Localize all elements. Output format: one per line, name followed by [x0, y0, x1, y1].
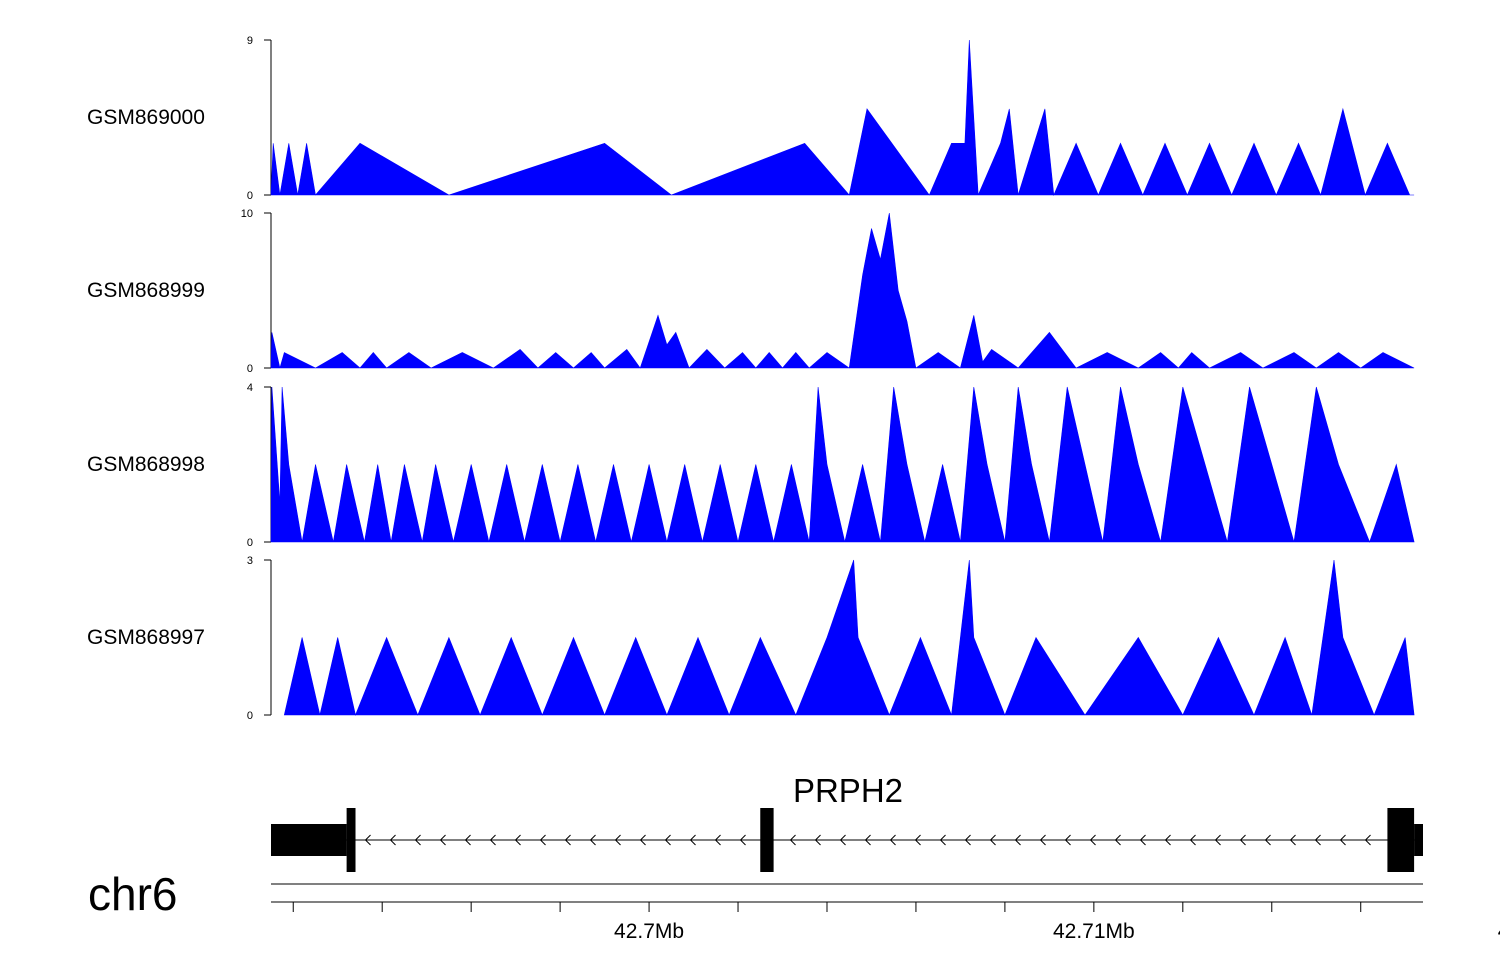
strand-chevron	[389, 834, 396, 846]
strand-chevron	[1164, 834, 1171, 846]
strand-chevron	[1239, 834, 1246, 846]
strand-chevron	[614, 834, 621, 846]
axis-tick-label: 42.7Mb	[614, 920, 684, 943]
y-tick-label: 0	[247, 710, 253, 722]
coverage-area	[283, 559, 1415, 717]
track-label: GSM868998	[87, 453, 205, 476]
strand-chevron	[464, 834, 471, 846]
gene-name-label: PRPH2	[793, 772, 903, 809]
strand-chevron	[514, 834, 521, 846]
strand-chevron	[564, 834, 571, 846]
strand-chevron	[1314, 834, 1321, 846]
exon-utr	[1414, 824, 1423, 856]
strand-chevron	[1064, 834, 1071, 846]
strand-chevron	[964, 834, 971, 846]
strand-chevron	[839, 834, 846, 846]
exon-utr	[271, 824, 347, 856]
strand-chevron	[414, 834, 421, 846]
genome-axis: chr6 42.7Mb 42.71Mb 42.72Mb	[88, 868, 1500, 943]
track-gsm868997: GSM868997 3 0	[87, 555, 1415, 722]
y-tick-label: 10	[241, 208, 253, 220]
strand-chevron	[364, 834, 371, 846]
strand-chevron	[789, 834, 796, 846]
coverage-tracks: GSM86900090GSM868999100GSM86899840GSM868…	[87, 35, 1415, 722]
strand-chevron	[1114, 834, 1121, 846]
y-tick-label: 9	[247, 35, 253, 47]
strand-chevron	[689, 834, 696, 846]
chromosome-label: chr6	[88, 868, 177, 920]
y-tick-label: 4	[247, 382, 253, 394]
y-tick-label: 0	[247, 190, 253, 202]
track-gsm868998: GSM868998 4 0	[87, 382, 1415, 549]
coverage-area	[270, 386, 1415, 543]
strand-chevron	[814, 834, 821, 846]
coverage-area	[270, 39, 1415, 197]
strand-chevron	[1139, 834, 1146, 846]
strand-chevron	[864, 834, 871, 846]
strand-chevron	[1089, 834, 1096, 846]
exon-cds	[1387, 808, 1415, 872]
strand-chevron	[914, 834, 921, 846]
strand-chevron	[1189, 834, 1196, 846]
axis-tick-label: 42.71Mb	[1053, 920, 1135, 943]
strand-chevron	[1039, 834, 1046, 846]
strand-chevron	[639, 834, 646, 846]
y-tick-label: 0	[247, 363, 253, 375]
gene-model: PRPH2	[271, 772, 1423, 872]
strand-chevron	[1214, 834, 1221, 846]
strand-chevron	[1014, 834, 1021, 846]
strand-chevron	[439, 834, 446, 846]
track-gsm869000: GSM869000 9 0	[87, 35, 1415, 202]
strand-chevron	[714, 834, 721, 846]
strand-chevron	[989, 834, 996, 846]
strand-chevron	[539, 834, 546, 846]
y-tick-label: 3	[247, 555, 253, 567]
strand-chevron	[1264, 834, 1271, 846]
strand-chevron	[889, 834, 896, 846]
exon-cds	[760, 808, 774, 872]
coverage-area	[270, 212, 1415, 369]
track-label: GSM868997	[87, 626, 205, 649]
strand-chevron	[1289, 834, 1296, 846]
y-tick-label: 0	[247, 537, 253, 549]
strand-chevron	[739, 834, 746, 846]
track-gsm868999: GSM868999 10 0	[87, 208, 1415, 375]
track-label: GSM869000	[87, 106, 205, 129]
strand-chevron	[589, 834, 596, 846]
strand-chevron	[489, 834, 496, 846]
track-label: GSM868999	[87, 279, 205, 302]
exon-cds	[346, 808, 356, 872]
strand-chevron	[939, 834, 946, 846]
strand-chevron	[1364, 834, 1371, 846]
strand-chevron	[1339, 834, 1346, 846]
strand-chevron	[664, 834, 671, 846]
axis-tick-label: 42.72Mb	[1498, 920, 1500, 943]
